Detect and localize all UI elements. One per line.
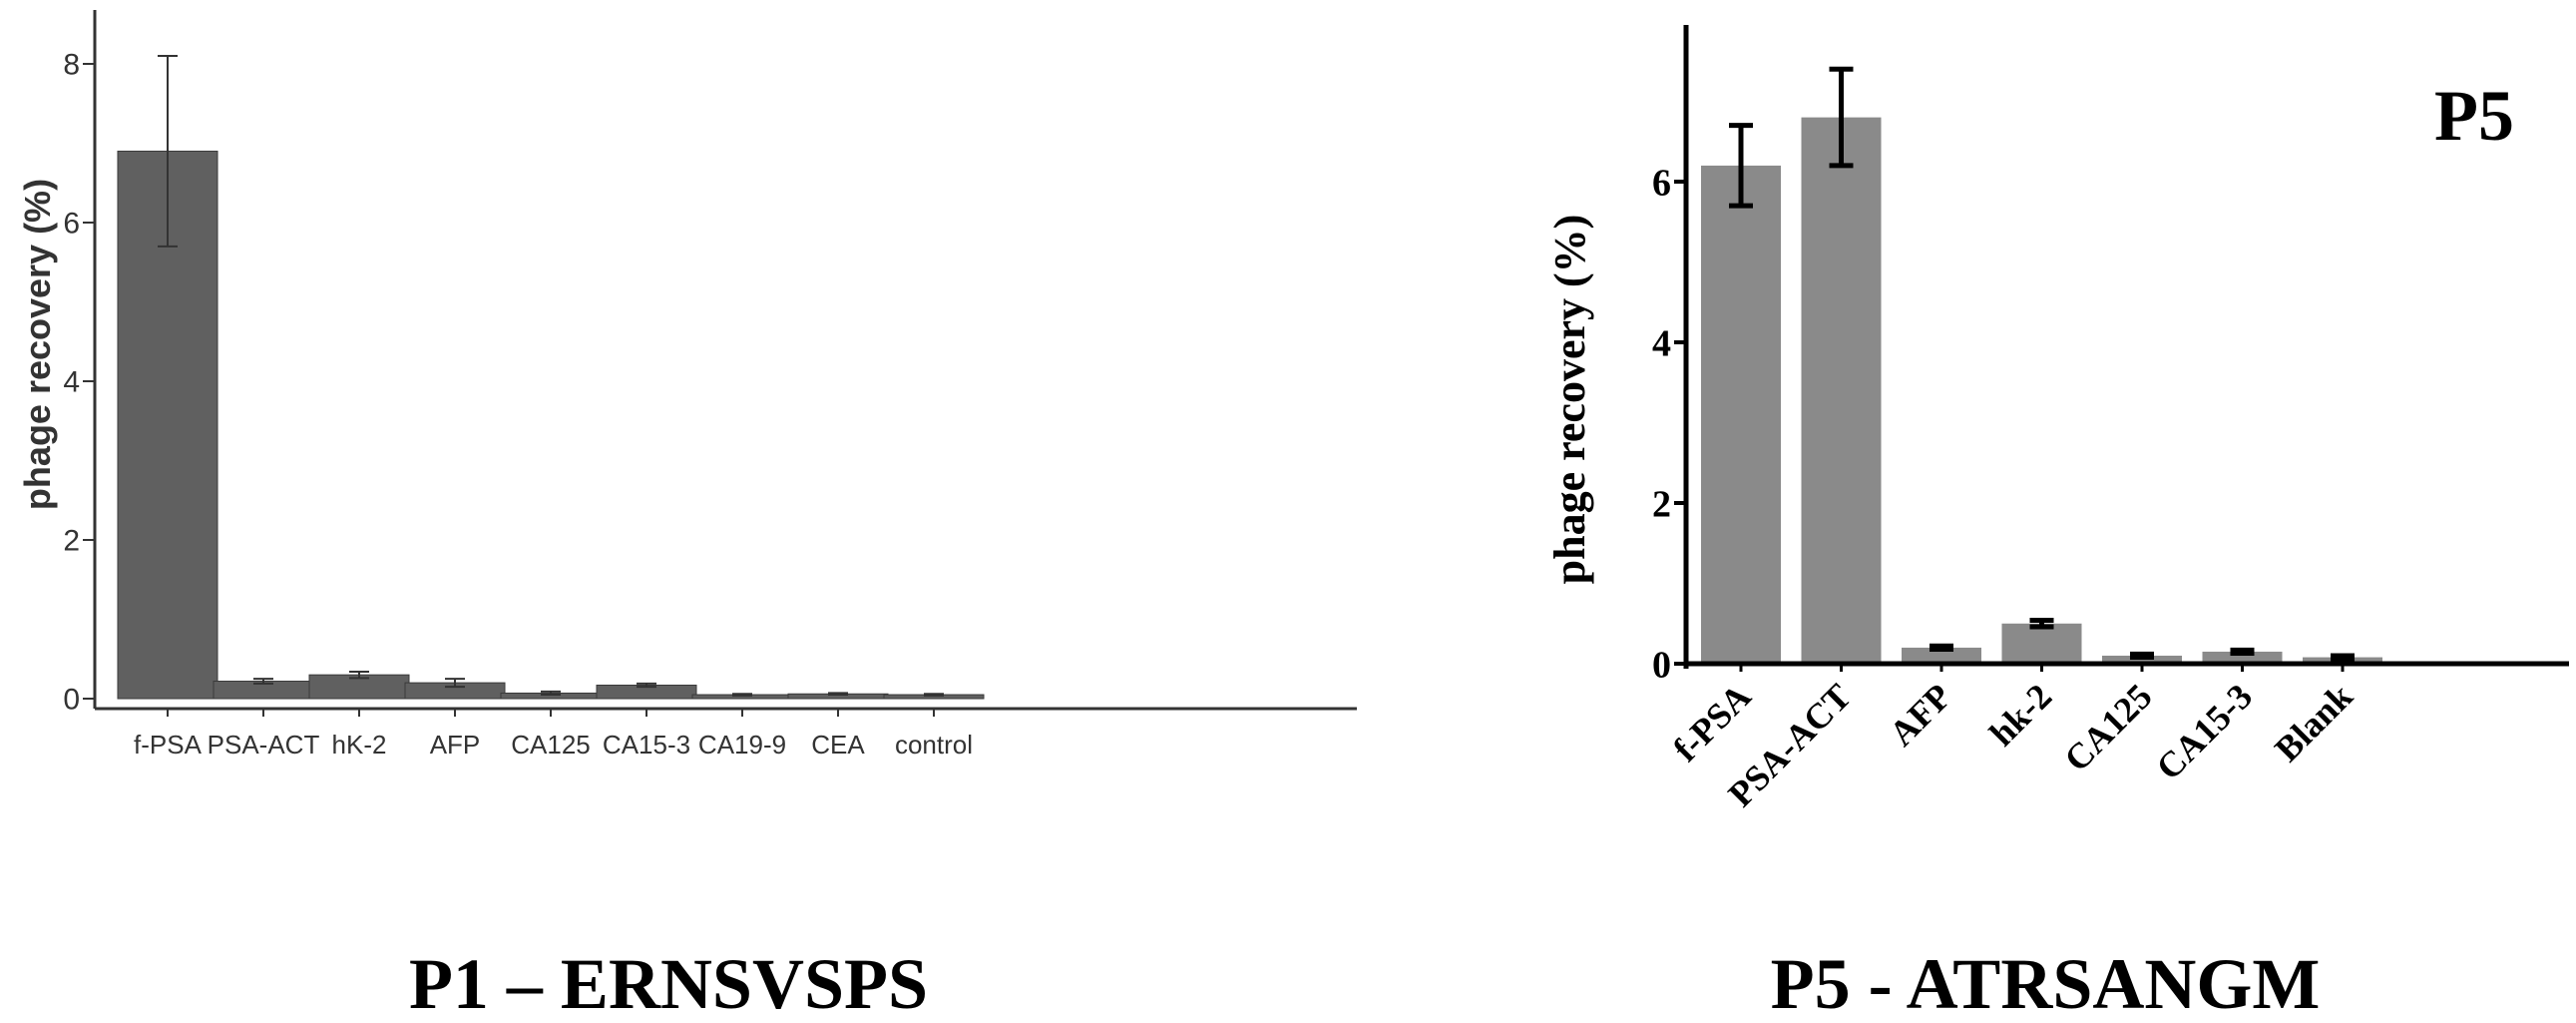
y-tick-label: 4	[1652, 322, 1671, 364]
x-tick-label: control	[895, 730, 973, 760]
error-bars	[158, 55, 944, 697]
error-bar	[349, 670, 369, 680]
error-bars	[1729, 66, 2355, 662]
x-tick-label: hk-2	[1981, 676, 2059, 754]
chart-p1: 0 2 4 6 8 f-PSA PSA-ACT hK-2 AFP CA125 CA15-3 CA19…	[17, 10, 1357, 1023]
chart-caption: P1 – ERNSVSPS	[409, 944, 928, 1023]
y-axis-label: phage recovery (%)	[17, 179, 58, 510]
error-bar	[541, 690, 561, 697]
error-bar	[253, 678, 273, 685]
chart-caption: P5 - ATRSANGM	[1771, 944, 2321, 1023]
x-tick-label: AFP	[1882, 676, 1959, 754]
y-tick-label: 6	[1652, 162, 1671, 204]
error-bar	[2331, 653, 2355, 662]
x-tick-label: f-PSA	[1665, 676, 1758, 768]
error-bar	[2230, 647, 2255, 657]
y-tick-label: 4	[63, 366, 80, 399]
bar-hk-2	[2001, 623, 2082, 664]
error-bar	[445, 678, 465, 689]
error-bar	[1930, 643, 1953, 653]
x-tick-label: CA125	[511, 730, 591, 760]
x-tick-label: CA15-3	[603, 730, 690, 760]
x-tick-label: CA15-3	[2148, 676, 2260, 787]
y-tick-label: 8	[63, 49, 80, 82]
error-bar	[2029, 618, 2054, 630]
y-tick-label: 2	[1652, 483, 1671, 525]
y-tick-label: 2	[63, 525, 80, 558]
y-tick-label: 0	[1652, 644, 1671, 686]
x-tick-label: CEA	[811, 730, 865, 760]
bars	[117, 150, 985, 700]
x-tick-labels: f-PSA PSA-ACT hK-2 AFP CA125 CA15-3 CA19-9 CEA c…	[134, 730, 973, 760]
x-tick-label: CA19-9	[698, 730, 786, 760]
x-tick-label: hK-2	[332, 730, 387, 760]
x-tick-label: PSA-ACT	[208, 730, 320, 760]
error-bar	[637, 682, 656, 689]
bar-f-psa	[1701, 165, 1781, 664]
error-bar	[2130, 651, 2154, 661]
error-bar	[732, 693, 752, 697]
y-axis-label: phage recovery (%)	[1545, 215, 1594, 585]
error-bar	[924, 693, 944, 697]
axes	[1683, 25, 2569, 672]
bar-ca15-3	[2202, 651, 2283, 664]
y-ticks: 0 2 4 6	[1652, 162, 1686, 686]
y-tick-label: 0	[63, 684, 80, 717]
bar-afp	[1902, 647, 1981, 664]
y-ticks: 0 2 4 6 8	[63, 49, 95, 717]
chart-title: P5	[2434, 76, 2514, 156]
error-bar	[1829, 66, 1854, 169]
error-bar	[828, 692, 848, 697]
x-tick-label: Blank	[2267, 676, 2360, 768]
x-tick-label: CA125	[2056, 676, 2159, 778]
error-bar	[1729, 123, 1753, 209]
x-tick-label: f-PSA	[134, 730, 203, 760]
error-bar	[158, 55, 178, 248]
axes	[93, 10, 1357, 717]
bar-psa-act	[1801, 117, 1882, 665]
bars	[1701, 117, 2382, 665]
x-tick-label: AFP	[430, 730, 481, 760]
y-tick-label: 6	[63, 208, 80, 241]
